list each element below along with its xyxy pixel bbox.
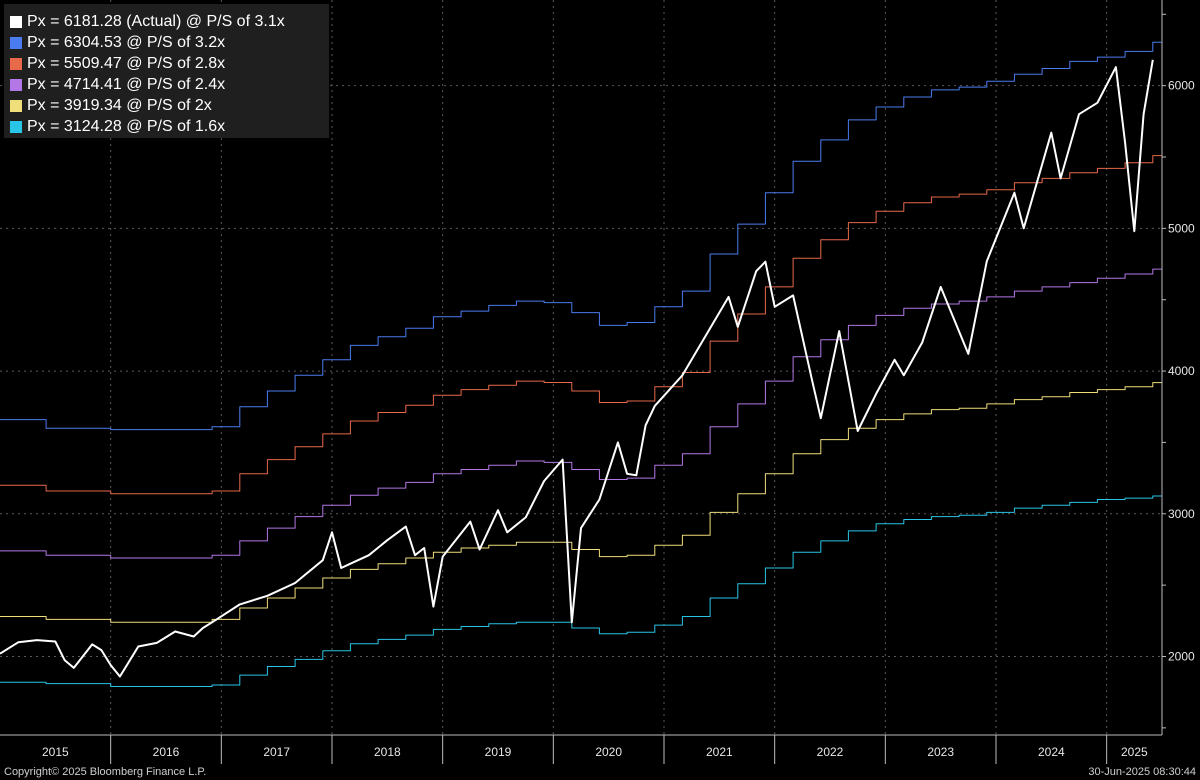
x-tick-label: 2024 (1038, 745, 1065, 759)
x-tick-label: 2019 (485, 745, 512, 759)
timestamp-text: 30-Jun-2025 08:30:44 (1088, 766, 1196, 778)
valuation-band-line (0, 155, 1162, 495)
legend-label: Px = 3919.34 @ P/S of 2x (27, 97, 212, 114)
x-tick-label: 2017 (263, 745, 290, 759)
actual-price-line (0, 59, 1154, 678)
x-tick-label: 2018 (374, 745, 401, 759)
x-tick-label: 2016 (153, 745, 180, 759)
y-axis: 2000 3000 4000 5000 6000 (1161, 0, 1195, 735)
x-axis: 2015 2016 2017 2018 2019 2020 2021 2022 2023 2024… (0, 734, 1162, 764)
x-tick-label: 2015 (42, 745, 69, 759)
legend-item: Px = 6181.28 (Actual) @ P/S of 3.1x (10, 11, 329, 32)
valuation-band-line (0, 382, 1162, 623)
series-lines (0, 41, 1162, 687)
valuation-band-line (0, 41, 1162, 431)
legend: Px = 6181.28 (Actual) @ P/S of 3.1x Px =… (4, 4, 329, 138)
x-tick-label: 2025 (1121, 745, 1148, 759)
valuation-band-line (0, 268, 1162, 559)
x-tick-label: 2021 (706, 745, 733, 759)
x-tick-label: 2023 (927, 745, 954, 759)
x-tick-label: 2020 (595, 745, 622, 759)
legend-swatch-icon (10, 99, 22, 112)
y-tick-label: 6000 (1168, 79, 1195, 93)
legend-label: Px = 3124.28 @ P/S of 1.6x (27, 118, 226, 135)
legend-item: Px = 5509.47 @ P/S of 2.8x (10, 53, 329, 74)
valuation-band-line (0, 495, 1162, 687)
legend-swatch-icon (10, 120, 22, 133)
y-tick-label: 5000 (1168, 221, 1195, 235)
y-tick-label: 4000 (1168, 364, 1195, 378)
y-tick-label: 2000 (1168, 650, 1195, 664)
legend-label: Px = 4714.41 @ P/S of 2.4x (27, 76, 226, 93)
legend-item: Px = 3919.34 @ P/S of 2x (10, 95, 329, 116)
legend-item: Px = 4714.41 @ P/S of 2.4x (10, 74, 329, 95)
legend-label: Px = 6181.28 (Actual) @ P/S of 3.1x (27, 13, 285, 30)
legend-label: Px = 6304.53 @ P/S of 3.2x (27, 34, 226, 51)
legend-swatch-icon (10, 78, 22, 91)
y-tick-label: 3000 (1168, 507, 1195, 521)
x-tick-label: 2022 (817, 745, 844, 759)
legend-swatch-icon (10, 15, 22, 28)
legend-label: Px = 5509.47 @ P/S of 2.8x (27, 55, 226, 72)
footer: Copyright© 2025 Bloomberg Finance L.P. 3… (0, 764, 1200, 780)
legend-swatch-icon (10, 36, 22, 49)
copyright-text: Copyright© 2025 Bloomberg Finance L.P. (4, 766, 207, 778)
legend-item: Px = 3124.28 @ P/S of 1.6x (10, 116, 329, 137)
legend-swatch-icon (10, 57, 22, 70)
legend-item: Px = 6304.53 @ P/S of 3.2x (10, 32, 329, 53)
